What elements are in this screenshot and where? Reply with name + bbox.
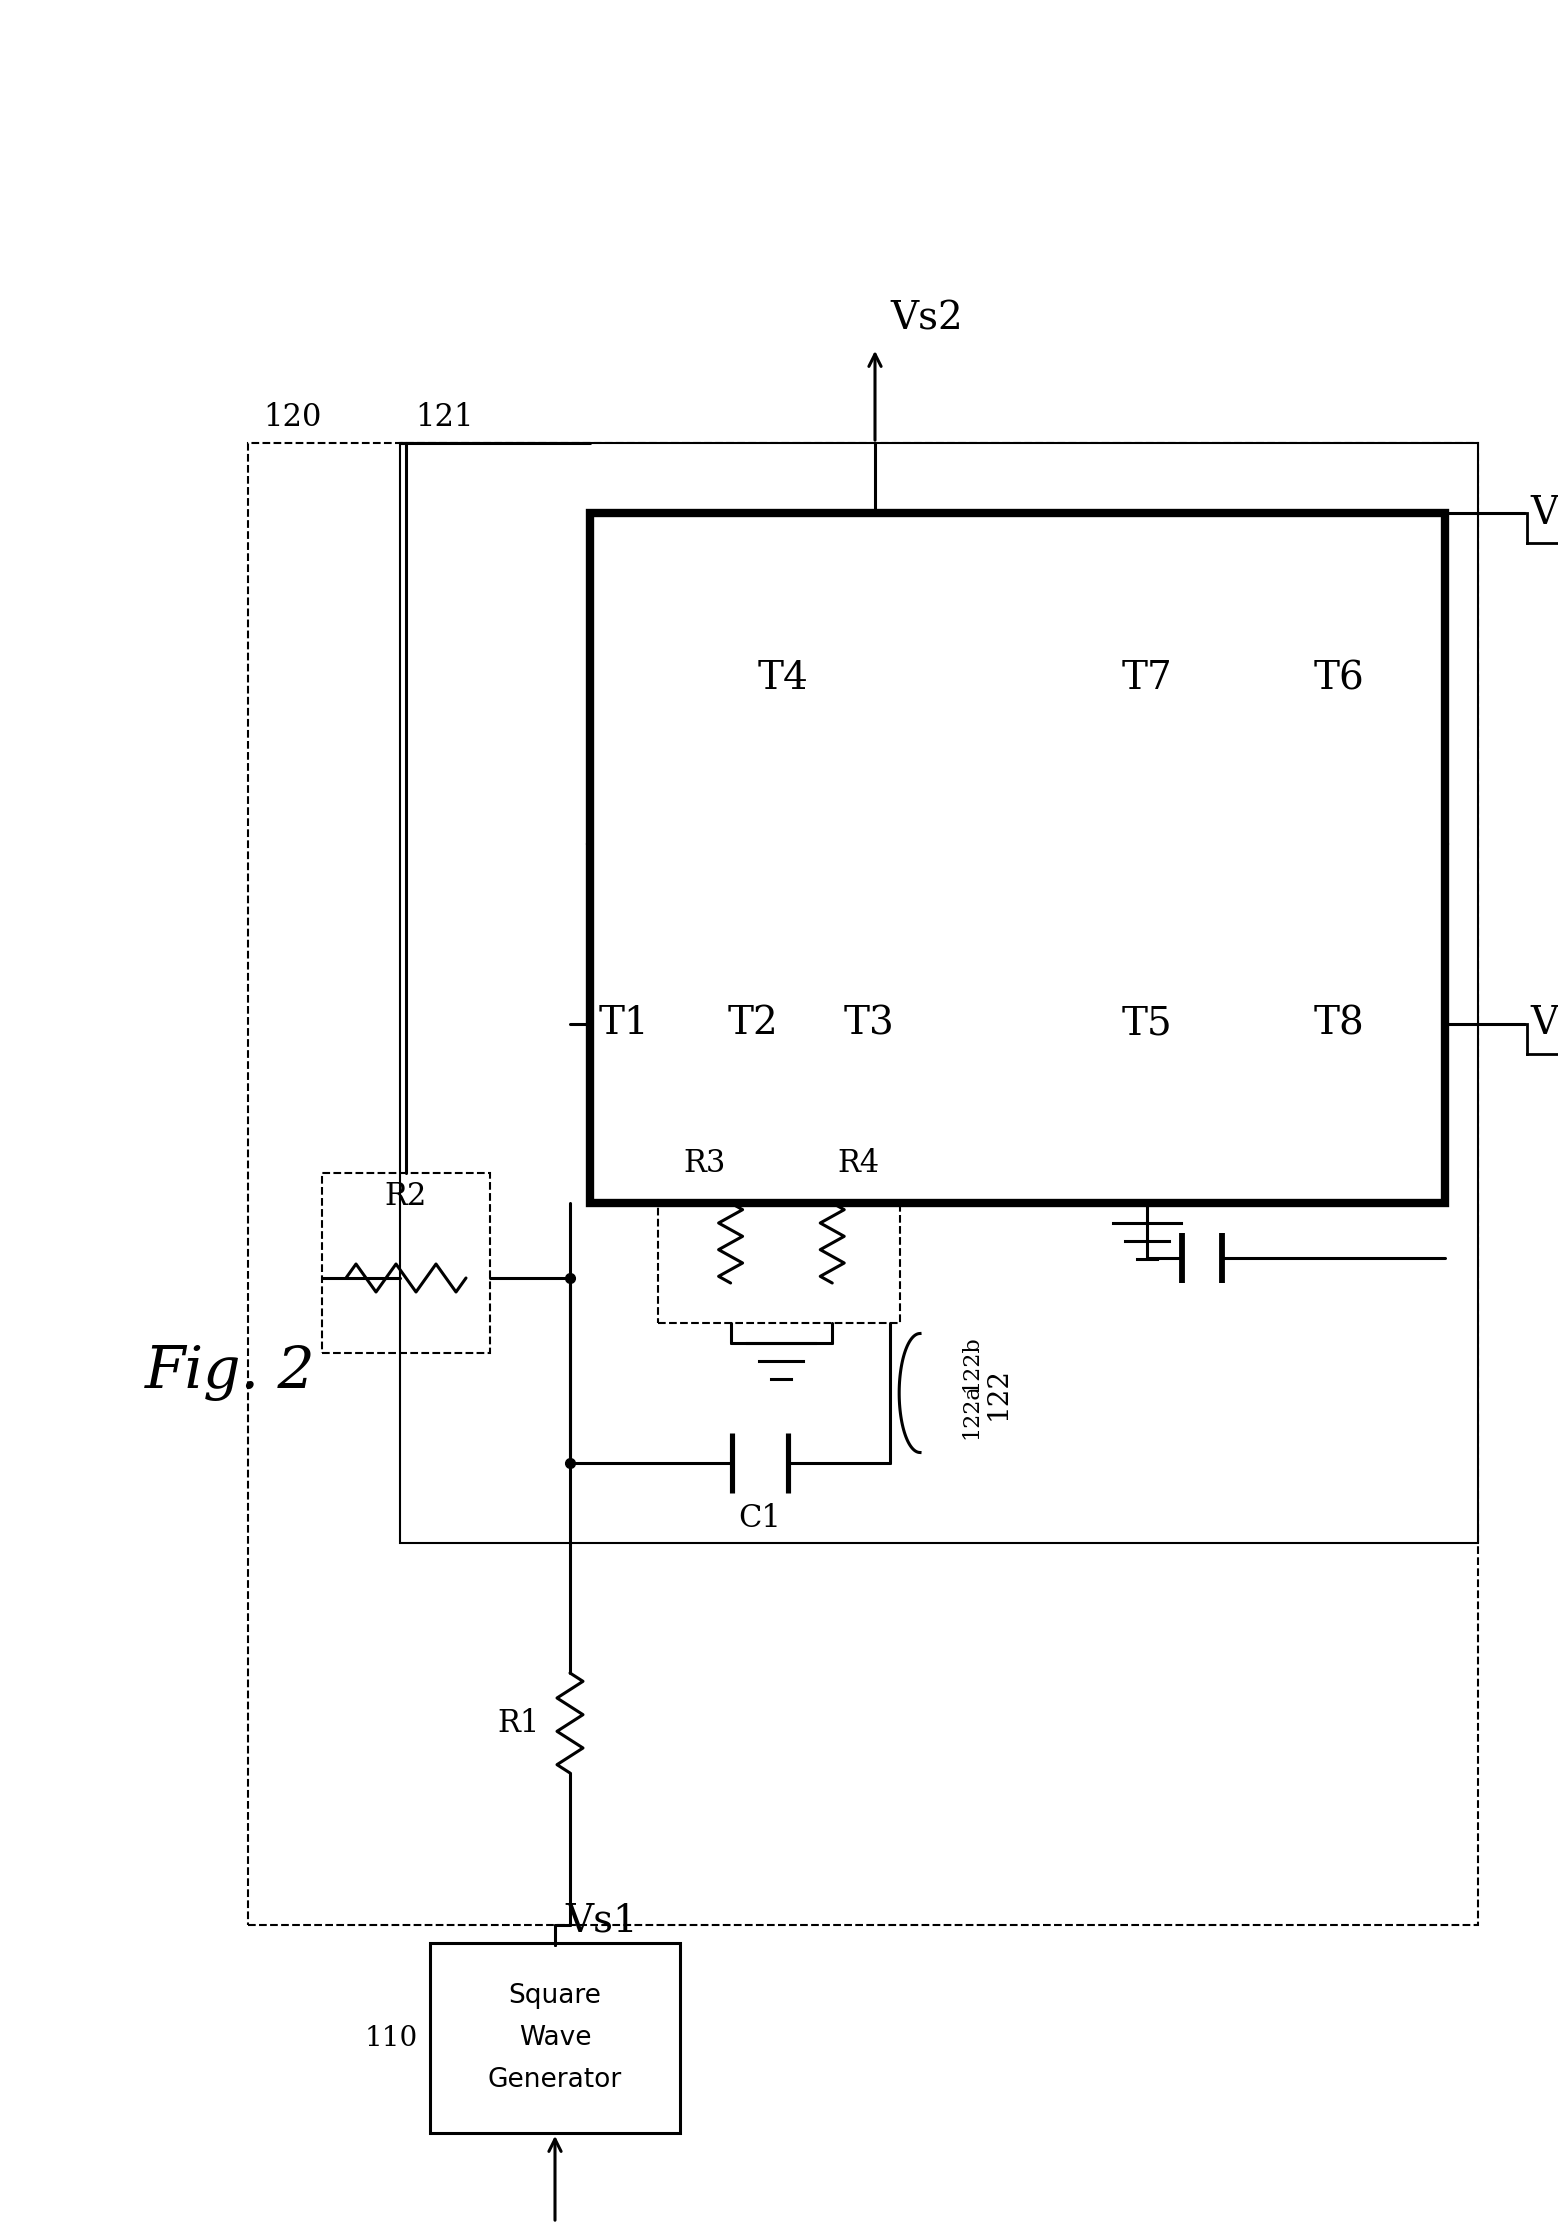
Text: Generator: Generator (488, 2067, 622, 2092)
Text: 121: 121 (414, 402, 474, 433)
Text: T1: T1 (600, 1005, 650, 1043)
Text: 122a: 122a (960, 1383, 982, 1438)
Text: R2: R2 (385, 1180, 427, 1212)
Text: 110: 110 (365, 2025, 418, 2052)
Text: 120: 120 (263, 402, 321, 433)
Text: R4: R4 (837, 1147, 879, 1178)
Bar (430, 1943, 679, 2134)
Text: T8: T8 (1313, 1005, 1365, 1043)
Text: Vs3: Vs3 (1530, 1005, 1558, 1043)
Text: Square: Square (508, 1983, 601, 2010)
Text: 122: 122 (985, 1367, 1013, 1420)
Bar (657, 1143, 901, 1323)
Bar (248, 442, 1479, 1925)
Bar (590, 514, 1444, 1203)
Text: T6: T6 (1313, 660, 1365, 698)
Text: Wave: Wave (519, 2025, 590, 2052)
Text: Vcc: Vcc (1530, 494, 1558, 531)
Text: Fig. 2: Fig. 2 (145, 1345, 316, 1400)
Text: T3: T3 (844, 1005, 894, 1043)
Text: R1: R1 (497, 1707, 541, 1738)
Text: Vs2: Vs2 (890, 300, 963, 338)
Text: T2: T2 (728, 1005, 779, 1043)
Text: T7: T7 (1122, 660, 1173, 698)
Text: C1: C1 (738, 1503, 782, 1534)
Bar (323, 1174, 491, 1354)
Text: R3: R3 (684, 1147, 726, 1178)
Text: T4: T4 (759, 660, 809, 698)
Text: Vs1: Vs1 (566, 1903, 637, 1941)
Text: T5: T5 (1122, 1005, 1173, 1043)
Text: 122b: 122b (960, 1334, 982, 1392)
Bar (400, 442, 1479, 1543)
